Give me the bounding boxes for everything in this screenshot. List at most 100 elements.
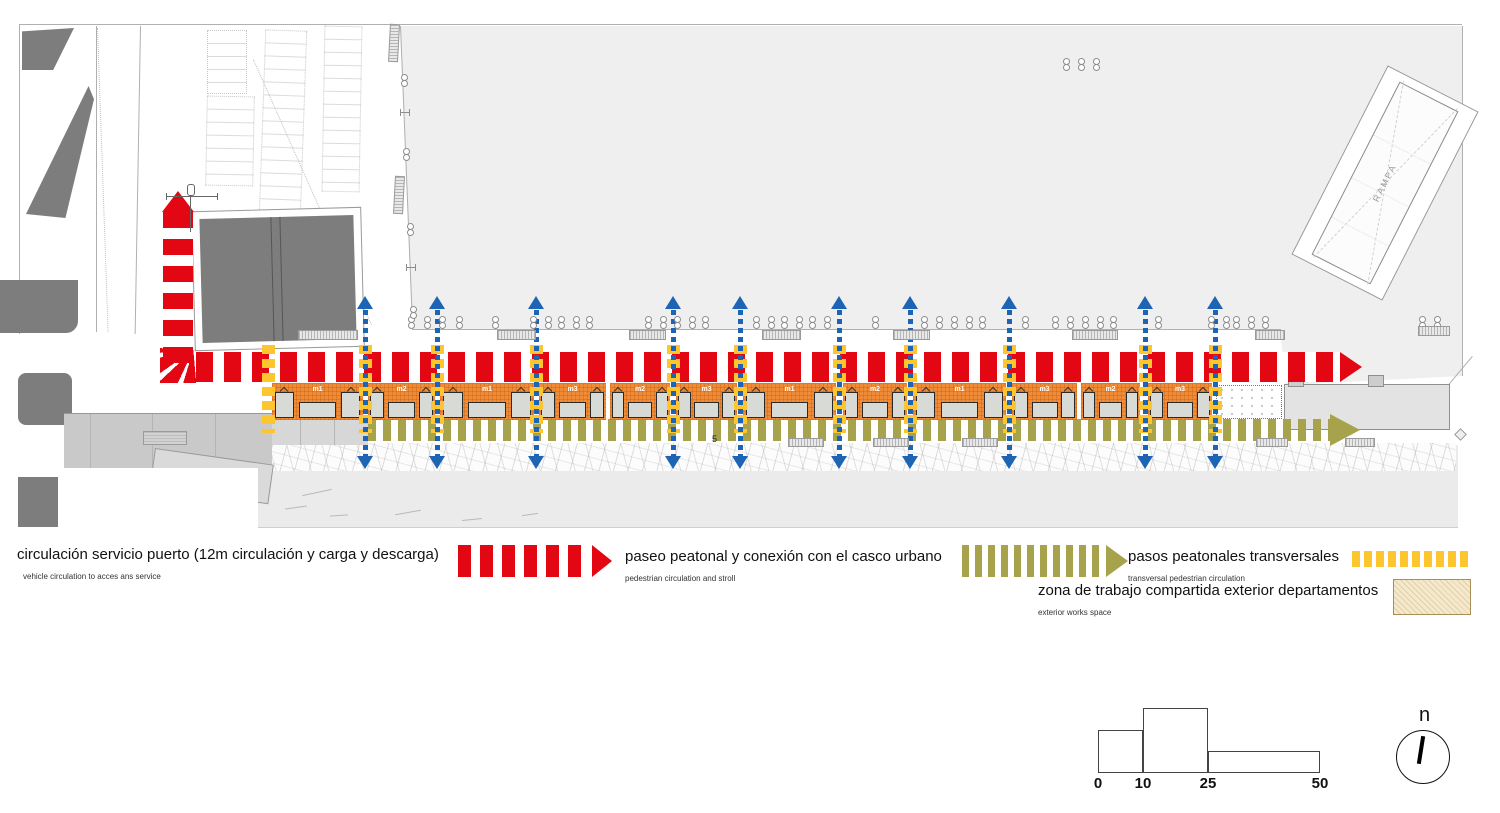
module-sub-building [274, 391, 294, 418]
bollard-icon [753, 316, 761, 330]
module-label: m1 [784, 386, 795, 393]
building-divider-line [279, 216, 284, 341]
transversal-axis-arrowhead-icon [902, 456, 918, 469]
transversal-axis-arrowhead-icon [732, 456, 748, 469]
bollard-icon [456, 316, 464, 330]
module-sub-building [299, 402, 336, 418]
module-sub-building [915, 391, 936, 418]
bollard-icon [781, 316, 789, 330]
street-lamp-icon [166, 184, 218, 232]
bollard-icon [403, 148, 411, 162]
quay-edge-line [412, 329, 1281, 330]
legend-title-crossings: pasos peatonales transversales [1128, 548, 1339, 565]
future-module-dotted-area [1216, 385, 1282, 419]
road-edge-line [96, 26, 97, 332]
transversal-axis-arrowhead-icon [902, 296, 918, 309]
bollard-icon [966, 316, 974, 330]
bollard-icon [1248, 316, 1256, 330]
module-label: m3 [701, 386, 712, 393]
bollard-icon [1155, 316, 1163, 330]
module-sub-building [370, 391, 385, 418]
north-label: n [1419, 704, 1431, 726]
bollard-icon [824, 316, 832, 330]
module-sub-building [559, 402, 586, 418]
building [0, 280, 78, 333]
bollard-icon [586, 316, 594, 330]
legend-subtitle-workzone: exterior works space [1038, 608, 1112, 617]
scale-box [1143, 708, 1208, 773]
transversal-axis-arrowhead-icon [665, 296, 681, 309]
bollard-icon [407, 223, 415, 237]
scale-tick-label: 10 [1134, 775, 1152, 792]
building-divider-line [270, 217, 275, 342]
bollard-icon [1097, 316, 1105, 330]
quay-stairs-icon [1072, 330, 1118, 340]
olive-striped-arrow-icon [1106, 545, 1128, 577]
module-sub-building [770, 402, 809, 418]
transversal-axis-arrowhead-icon [831, 456, 847, 469]
bollard-icon [660, 316, 668, 330]
module-label: m2 [396, 386, 407, 393]
module-m1: m1 [743, 383, 836, 420]
module-m2: m2 [1081, 383, 1140, 420]
quay-seam-line [334, 415, 335, 445]
bollard-icon [645, 316, 653, 330]
transversal-axis-arrowhead-icon [831, 296, 847, 309]
beige-hatched-area-icon [1393, 579, 1471, 615]
transversal-axis-line [1007, 310, 1012, 456]
legend-title-promenade: paseo peatonal y conexión con el casco u… [625, 548, 942, 565]
transversal-axis-line [534, 310, 539, 456]
module-sub-building [1061, 391, 1076, 418]
warehouse-building [199, 215, 357, 343]
transversal-axis-line [837, 310, 842, 456]
bench-icon [406, 264, 416, 271]
module-label: m1 [481, 386, 493, 393]
module-m3: m3 [1012, 383, 1077, 420]
pedestrian-promenade-band [368, 419, 1330, 441]
module-sub-building [1167, 402, 1193, 418]
module-sub-building [541, 391, 556, 418]
bollard-icon [979, 316, 987, 330]
bollard-icon [1223, 316, 1231, 330]
legend-subtitle-promenade: pedestrian circulation and stroll [625, 574, 736, 583]
module-sub-building [1031, 402, 1058, 418]
module-sub-building [844, 391, 859, 418]
vehicle-circulation-corner [160, 347, 197, 383]
module-sub-building [628, 402, 652, 418]
bollard-icon [702, 316, 710, 330]
bollard-icon [439, 316, 447, 330]
module-sub-building [341, 391, 361, 418]
module-sub-building [813, 391, 834, 418]
shore-stairs-icon [788, 438, 824, 447]
module-sub-building [1082, 391, 1096, 418]
quay-number-label: 5 [712, 434, 718, 444]
legend-title-workzone: zona de trabajo compartida exterior depa… [1038, 582, 1379, 599]
building [18, 373, 72, 425]
module-sub-building [983, 391, 1004, 418]
module-sub-building [745, 391, 766, 418]
quay-segment [272, 415, 368, 445]
bench-icon [400, 109, 410, 116]
vehicle-circulation-arrowhead-icon [1340, 352, 1362, 382]
scale-tick-label: 0 [1093, 775, 1103, 792]
transversal-axis-arrowhead-icon [1001, 456, 1017, 469]
plan-right-boundary-line [1462, 26, 1463, 376]
quay-stairs-icon [298, 330, 358, 340]
yellow-dashed-strip-icon [1352, 551, 1470, 567]
transversal-axis-line [435, 310, 440, 456]
bollard-icon [951, 316, 959, 330]
module-sub-building [694, 402, 719, 418]
scale-tick-label: 25 [1199, 775, 1217, 792]
building [18, 477, 58, 527]
module-m2: m2 [368, 383, 435, 420]
quay-stairs-icon [497, 330, 536, 340]
module-label: m2 [869, 386, 881, 393]
bollard-icon [1208, 316, 1216, 330]
module-m1: m1 [913, 383, 1006, 420]
module-label: m2 [1105, 386, 1116, 393]
building [26, 86, 94, 218]
bollard-icon [573, 316, 581, 330]
transversal-axis-arrowhead-icon [1001, 296, 1017, 309]
scale-bar: 0 10 25 50 [1093, 703, 1333, 798]
